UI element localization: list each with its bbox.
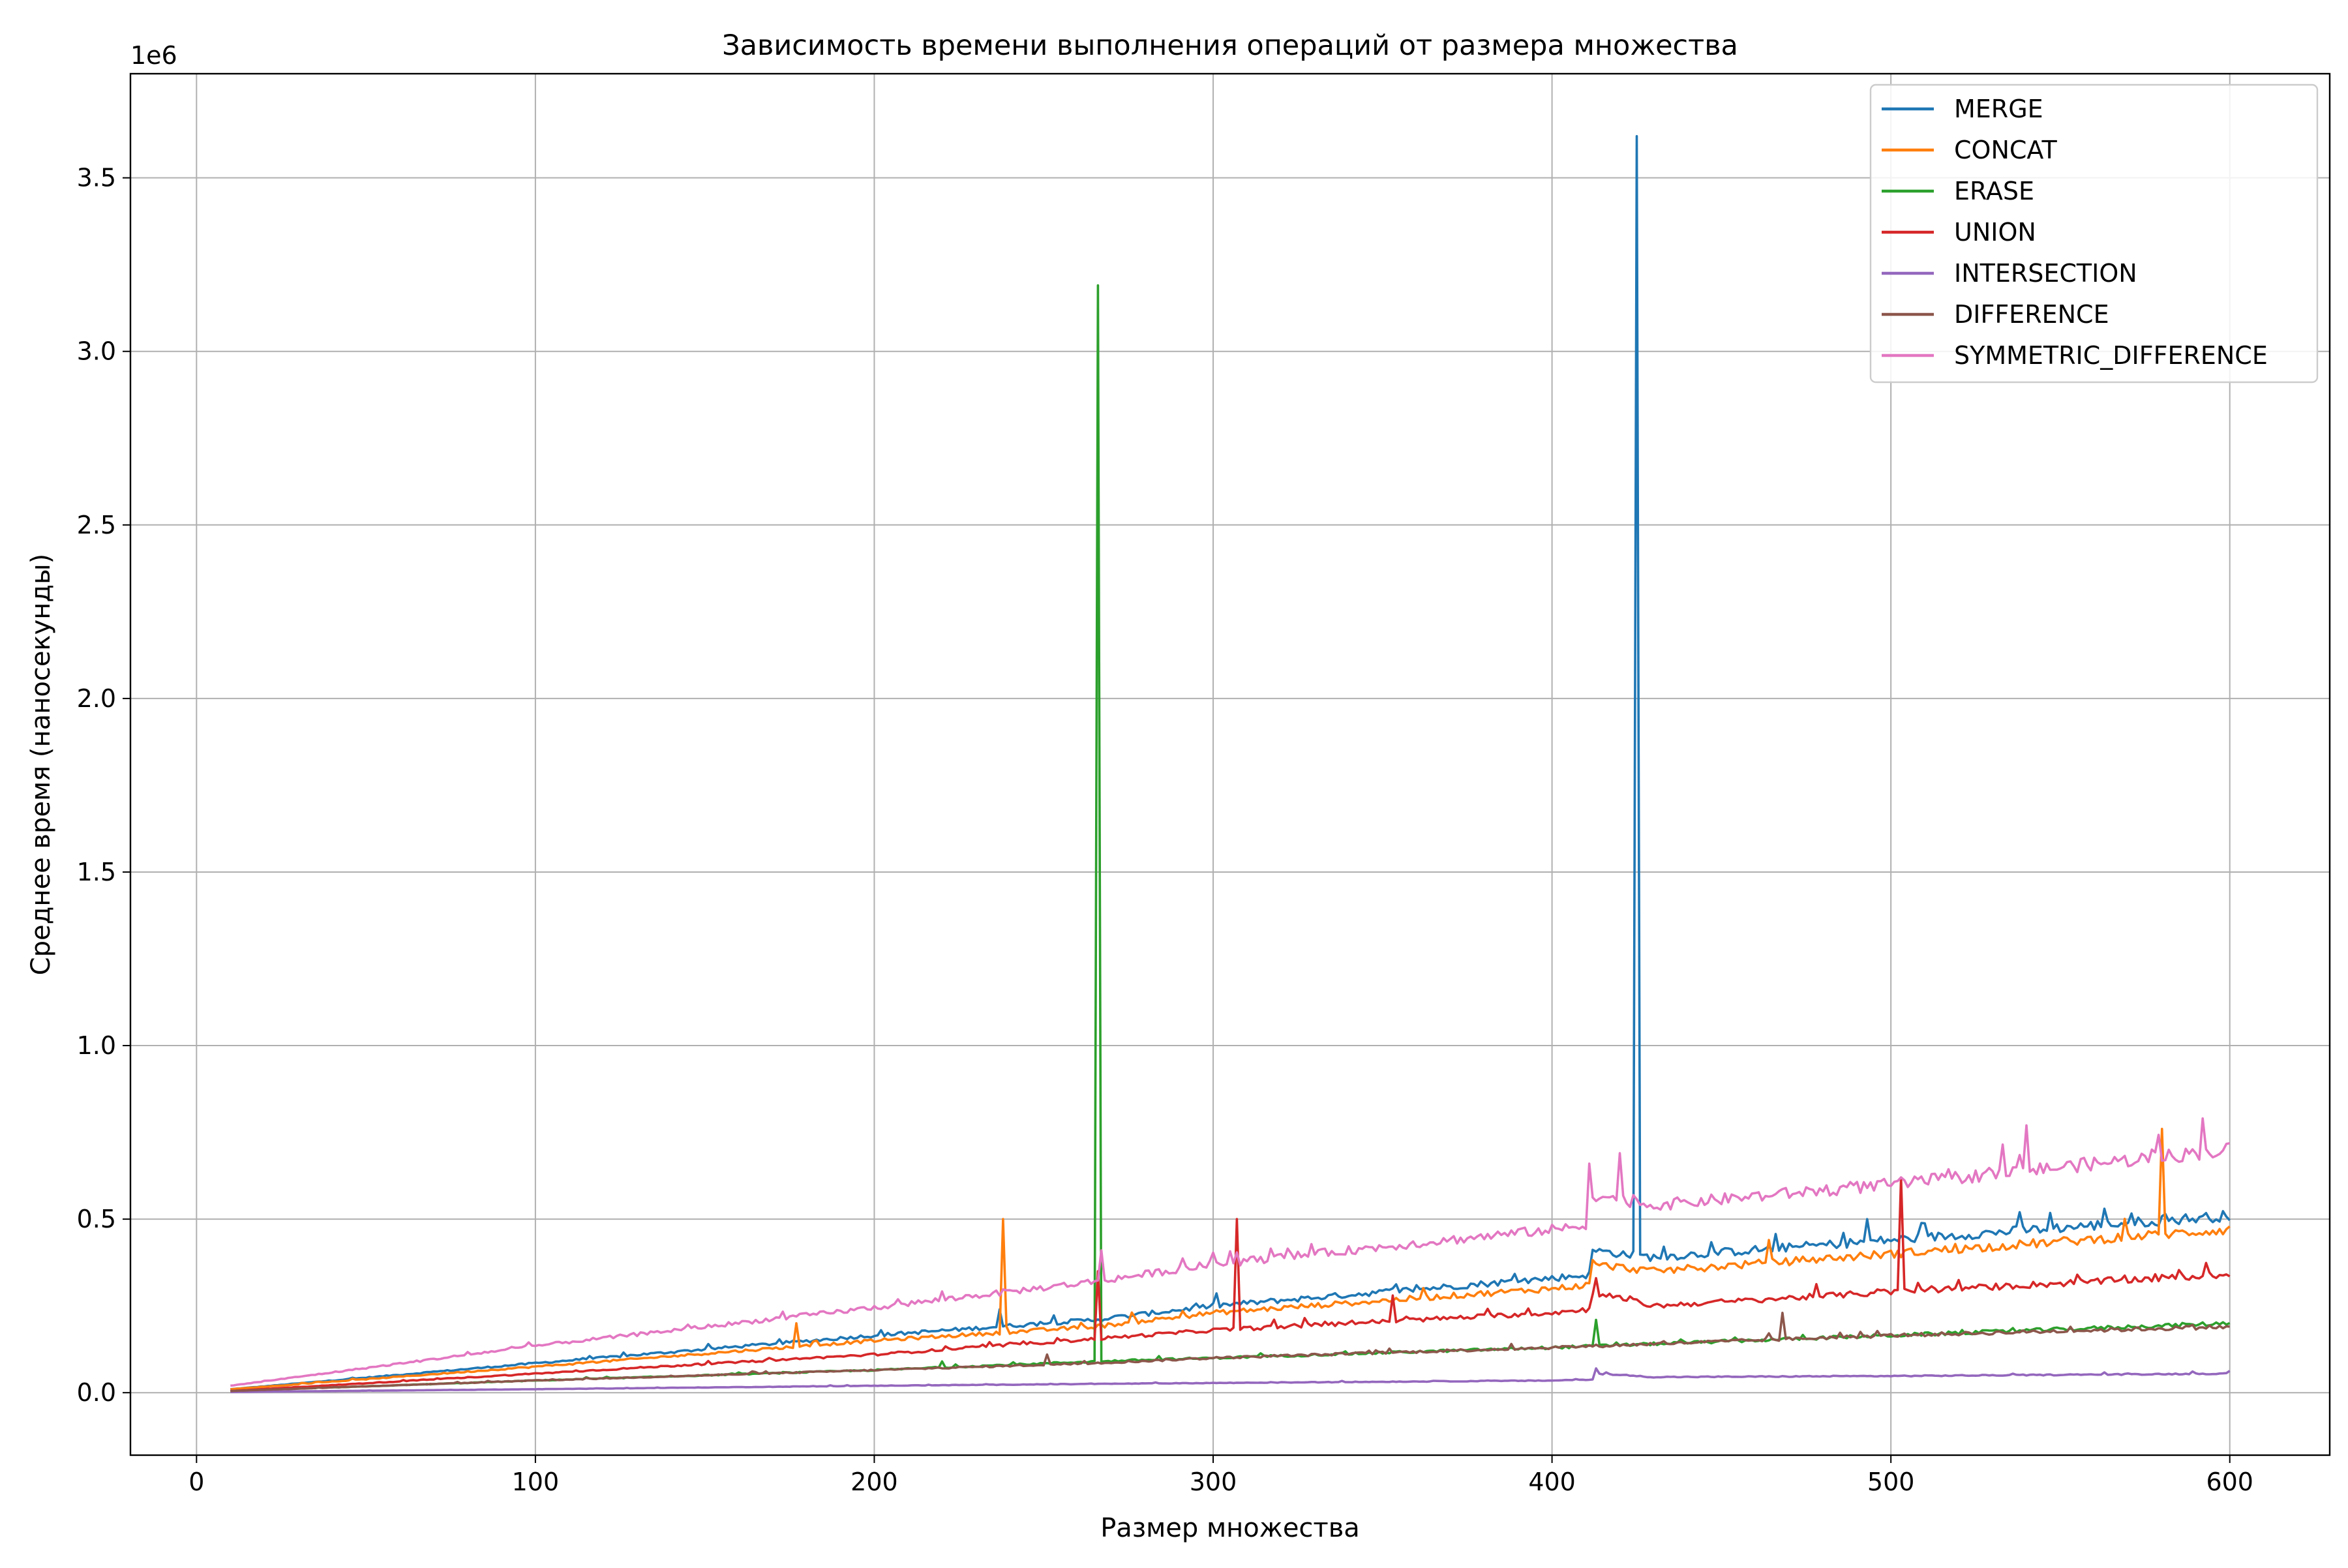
plot-frame: [129, 72, 2331, 1456]
legend-label: INTERSECTION: [1954, 259, 2137, 288]
y-tick-label: 1.5: [77, 858, 116, 886]
legend-label: SYMMETRIC_DIFFERENCE: [1954, 341, 2268, 370]
y-tick-label: 2.5: [77, 511, 116, 539]
x-tick-label: 400: [1528, 1468, 1576, 1496]
series-line-concat: [230, 1128, 2231, 1391]
y-tick-label: 3.5: [77, 164, 116, 192]
y-tick-label: 0.0: [77, 1378, 116, 1407]
x-tick-label: 0: [188, 1468, 204, 1496]
y-axis-ticks: 0.0 0.5 1.0 1.5 2.0 2.5 3.0 3.5: [77, 164, 130, 1407]
y-tick-label: 2.0: [77, 684, 116, 713]
legend: MERGE CONCAT ERASE UNION INTERSECTION DIFFERE…: [1869, 83, 2319, 384]
x-tick-label: 200: [850, 1468, 898, 1496]
x-tick-label: 600: [2206, 1468, 2253, 1496]
x-tick-label: 100: [512, 1468, 560, 1496]
legend-label: DIFFERENCE: [1954, 300, 2109, 329]
y-tick-label: 1.0: [77, 1031, 116, 1060]
legend-label: ERASE: [1954, 177, 2034, 205]
x-tick-label: 300: [1190, 1468, 1237, 1496]
legend-label: MERGE: [1954, 95, 2043, 123]
x-tick-label: 500: [1867, 1468, 1915, 1496]
series-line-difference: [230, 1312, 2230, 1393]
legend-label: CONCAT: [1954, 136, 2057, 164]
series-line-intersection: [230, 1367, 2231, 1393]
series-lines: [230, 135, 2231, 1393]
y-tick-label: 3.0: [77, 337, 116, 366]
chart-title: Зависимость времени выполнения операций …: [722, 29, 1738, 62]
y-tick-label: 0.5: [77, 1205, 116, 1233]
legend-box: [1869, 83, 2319, 384]
series-line-symmetric-difference: [230, 1117, 2231, 1387]
grid: [130, 74, 2330, 1455]
y-axis-offset-label: 1e6: [130, 41, 177, 70]
legend-label: UNION: [1954, 218, 2036, 247]
series-line-union: [230, 1176, 2231, 1393]
x-axis-label: Размер множества: [1100, 1513, 1360, 1543]
legend-items: MERGE CONCAT ERASE UNION INTERSECTION DIFFERE…: [1882, 95, 2268, 370]
x-axis-ticks: 0 100 200 300 400 500 600: [188, 1455, 2253, 1496]
series-line-merge: [230, 135, 2231, 1391]
y-axis-label: Среднее время (наносекунды): [26, 554, 56, 976]
